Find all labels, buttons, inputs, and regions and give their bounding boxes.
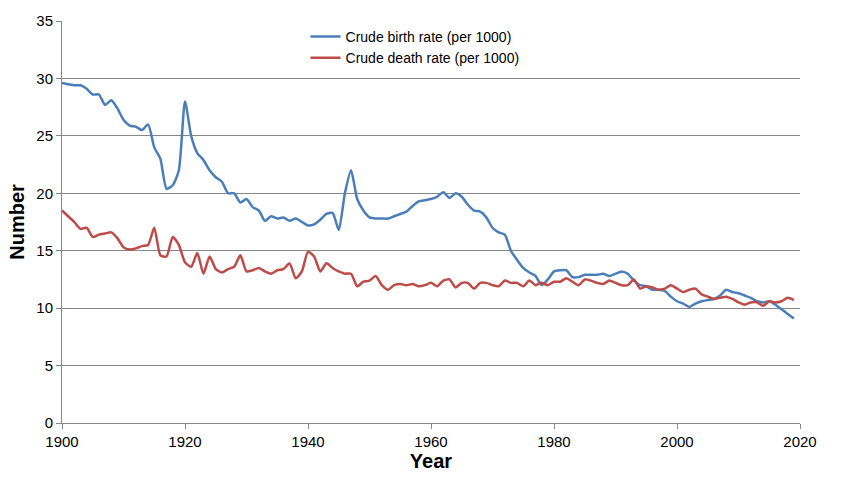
svg-text:Crude birth rate (per 1000): Crude birth rate (per 1000): [346, 29, 512, 45]
svg-text:2000: 2000: [660, 433, 693, 450]
svg-text:0: 0: [45, 414, 53, 431]
svg-text:1940: 1940: [291, 433, 324, 450]
svg-text:35: 35: [36, 12, 53, 29]
svg-text:20: 20: [36, 185, 53, 202]
svg-text:Crude death rate (per 1000): Crude death rate (per 1000): [346, 50, 520, 66]
svg-text:2020: 2020: [783, 433, 816, 450]
svg-text:1960: 1960: [414, 433, 447, 450]
svg-text:Number: Number: [6, 184, 28, 260]
svg-text:1920: 1920: [168, 433, 201, 450]
svg-text:30: 30: [36, 70, 53, 87]
svg-text:15: 15: [36, 242, 53, 259]
svg-text:Year: Year: [410, 450, 452, 472]
svg-text:10: 10: [36, 299, 53, 316]
svg-text:5: 5: [45, 357, 53, 374]
svg-text:1980: 1980: [537, 433, 570, 450]
svg-text:25: 25: [36, 127, 53, 144]
svg-text:1900: 1900: [45, 433, 78, 450]
